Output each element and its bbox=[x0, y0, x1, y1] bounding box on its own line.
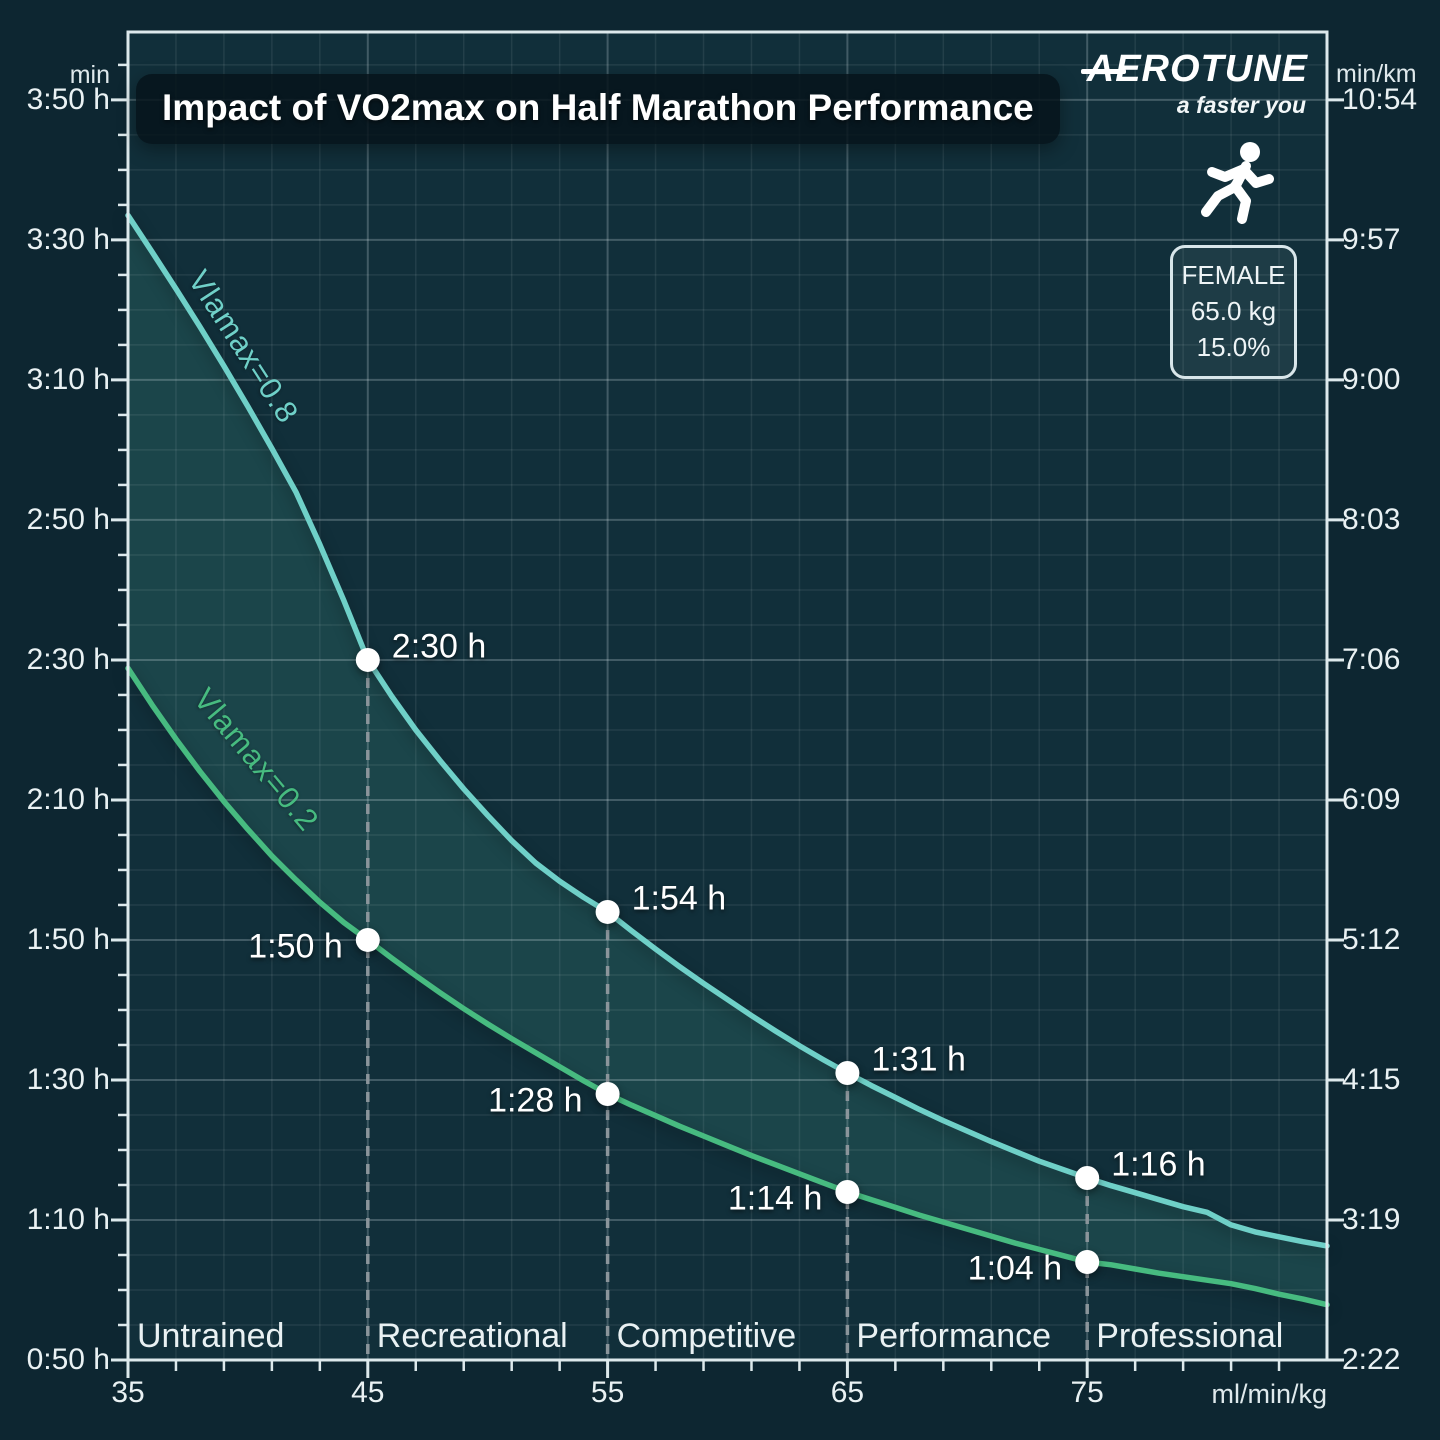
chart-title-box: Impact of VO2max on Half Marathon Perfor… bbox=[136, 74, 1060, 144]
zone-label-performance: Performance bbox=[856, 1317, 1052, 1355]
x-tick-label-3: 65 bbox=[830, 1376, 865, 1409]
y-right-tick-label-4: 7:06 bbox=[1342, 642, 1401, 676]
y-left-tick-label-1: 3:30 h bbox=[26, 222, 110, 256]
athlete-info-badge: FEMALE 65.0 kg 15.0% bbox=[1170, 245, 1297, 379]
data-point bbox=[1075, 1165, 1100, 1190]
y-left-tick-label-0: 3:50 h bbox=[26, 82, 110, 116]
runner-icon bbox=[1201, 142, 1274, 224]
y-right-tick-label-8: 3:19 bbox=[1342, 1202, 1401, 1236]
x-tick-label-0: 35 bbox=[111, 1376, 145, 1409]
athlete-bodyfat: 15.0% bbox=[1196, 332, 1271, 362]
data-point bbox=[355, 647, 380, 672]
data-point bbox=[595, 1081, 620, 1106]
curve-vlamax-0-2 bbox=[125, 665, 1330, 1308]
x-tick-label-1: 45 bbox=[351, 1376, 385, 1409]
chart-title: Impact of VO2max on Half Marathon Perfor… bbox=[162, 87, 1034, 128]
point-label-1-28-: 1:28 h bbox=[488, 1081, 583, 1120]
y-left-tick-label-4: 2:30 h bbox=[26, 642, 110, 676]
zone-label-untrained: Untrained bbox=[137, 1317, 285, 1355]
y-right-tick-label-7: 4:15 bbox=[1342, 1062, 1401, 1096]
axis-ticks bbox=[111, 63, 1344, 1378]
brand-tagline: a faster you bbox=[1176, 92, 1306, 118]
data-point bbox=[355, 927, 380, 952]
plot-background bbox=[128, 32, 1327, 1360]
x-tick-label-2: 55 bbox=[590, 1376, 625, 1409]
point-label-1-16-: 1:16 h bbox=[1111, 1145, 1206, 1184]
y-left-tick-label-6: 1:50 h bbox=[26, 922, 110, 956]
x-axis-unit-label: ml/min/kg bbox=[1211, 1379, 1327, 1409]
y-left-tick-label-8: 1:10 h bbox=[26, 1202, 110, 1236]
y-right-tick-label-9: 2:22 bbox=[1342, 1343, 1401, 1376]
point-label-1-14-: 1:14 h bbox=[727, 1179, 823, 1218]
y-right-tick-label-6: 5:12 bbox=[1342, 922, 1401, 956]
y-right-unit-label: min/km bbox=[1336, 60, 1417, 88]
vlamax-band-fill bbox=[128, 215, 1327, 1305]
data-point bbox=[835, 1060, 860, 1085]
y-right-tick-label-3: 8:03 bbox=[1342, 502, 1401, 536]
point-label-1-04-: 1:04 h bbox=[967, 1249, 1063, 1288]
athlete-weight: 65.0 kg bbox=[1190, 296, 1277, 326]
y-left-unit-label: min bbox=[69, 61, 110, 89]
curve-vlamax-0-8 bbox=[125, 212, 1330, 1249]
y-right-tick-label-0: 10:54 bbox=[1342, 82, 1418, 116]
data-point bbox=[595, 899, 620, 924]
y-left-tick-label-9: 0:50 h bbox=[26, 1343, 110, 1376]
data-point bbox=[1075, 1249, 1100, 1274]
data-points bbox=[355, 647, 1100, 1274]
x-tick-label-4: 75 bbox=[1070, 1376, 1104, 1409]
y-left-tick-label-3: 2:50 h bbox=[26, 502, 110, 536]
point-label-2-30-: 2:30 h bbox=[391, 627, 487, 666]
y-right-tick-label-1: 9:57 bbox=[1342, 222, 1401, 256]
point-label-1-54-: 1:54 h bbox=[631, 879, 727, 918]
zone-label-professional: Professional bbox=[1096, 1317, 1284, 1355]
y-right-tick-label-2: 9:00 bbox=[1342, 362, 1401, 396]
point-label-1-50-: 1:50 h bbox=[248, 927, 343, 966]
athlete-sex: FEMALE bbox=[1181, 260, 1286, 290]
y-left-tick-label-5: 2:10 h bbox=[26, 782, 110, 816]
grid-minor bbox=[128, 32, 1327, 1360]
aerotune-logo-bar-icon bbox=[1081, 69, 1126, 74]
y-left-tick-label-2: 3:10 h bbox=[26, 362, 110, 396]
data-point bbox=[835, 1179, 860, 1204]
point-label-1-31-: 1:31 h bbox=[871, 1040, 966, 1079]
y-right-tick-label-5: 6:09 bbox=[1342, 782, 1401, 816]
y-left-tick-label-7: 1:30 h bbox=[26, 1062, 110, 1096]
zone-label-recreational: Recreational bbox=[376, 1317, 568, 1355]
zone-label-competitive: Competitive bbox=[616, 1317, 797, 1355]
